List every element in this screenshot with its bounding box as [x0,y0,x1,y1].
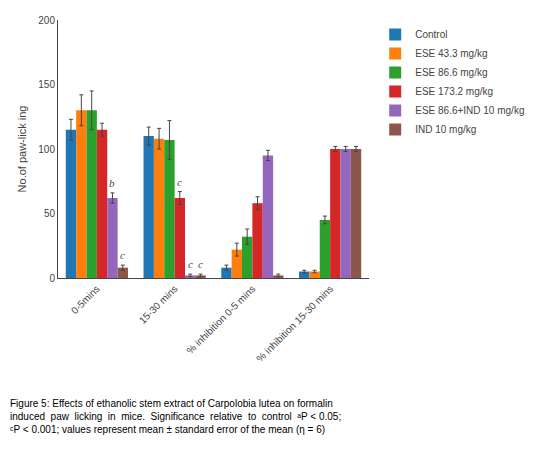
svg-text:ESE 43.3 mg/kg: ESE 43.3 mg/kg [415,48,487,59]
svg-text:ESE 86.6 mg/kg: ESE 86.6 mg/kg [415,67,487,78]
svg-text:0-5mins: 0-5mins [69,283,102,316]
svg-text:15-30 mins: 15-30 mins [137,283,180,326]
svg-text:c: c [177,176,182,188]
svg-text:% inhibition 0-5 mins: % inhibition 0-5 mins [184,283,257,356]
svg-text:0: 0 [49,273,55,284]
svg-text:b: b [109,177,115,189]
svg-text:Control: Control [415,29,447,40]
svg-text:c: c [188,258,193,270]
svg-text:c: c [198,258,203,270]
svg-text:150: 150 [38,79,55,90]
svg-text:100: 100 [38,144,55,155]
svg-text:IND 10 mg/kg: IND 10 mg/kg [415,124,476,135]
svg-text:Figure 5: Effects of ethanolic: Figure 5: Effects of ethanolic stem extr… [10,398,341,435]
svg-text:200: 200 [38,15,55,26]
svg-text:No.of paw-lick ing: No.of paw-lick ing [16,106,28,193]
svg-text:% inhibition 15-30 mins: % inhibition 15-30 mins [254,283,335,364]
svg-text:50: 50 [44,208,56,219]
svg-text:ESE 173.2 mg/kg: ESE 173.2 mg/kg [415,86,493,97]
svg-text:c: c [120,249,125,261]
svg-text:ESE 86.6+IND 10 mg/kg: ESE 86.6+IND 10 mg/kg [415,105,524,116]
